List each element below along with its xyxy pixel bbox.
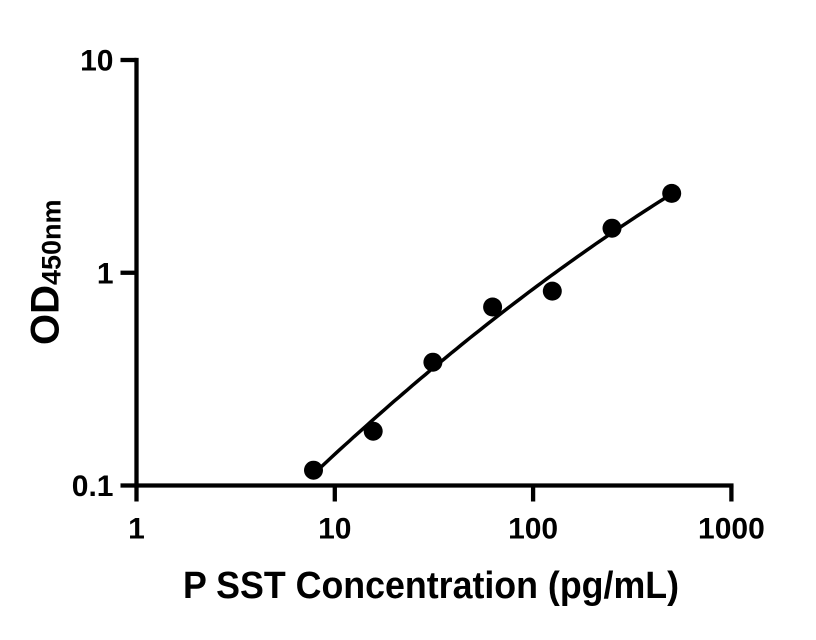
x-tick-label: 1000 — [698, 513, 765, 546]
x-tick-label: 10 — [318, 513, 351, 546]
data-point — [423, 352, 443, 372]
data-point — [602, 218, 622, 238]
axes: 1 10 100 1000 10 1 0.1 — [72, 45, 765, 546]
y-tick-label: 1 — [97, 257, 114, 290]
y-tick-label: 0.1 — [72, 470, 114, 503]
data-point — [363, 421, 383, 441]
data-points-group — [304, 183, 682, 480]
y-axis-title-main: OD — [24, 285, 68, 345]
y-tick-label: 10 — [80, 45, 113, 78]
x-axis-title: P SST Concentration (pg/mL) — [183, 565, 679, 607]
y-axis-title-sub: 450nm — [37, 199, 67, 285]
data-point — [662, 183, 682, 203]
y-axis-title: OD450nm — [24, 199, 68, 345]
x-tick-label: 1 — [128, 513, 145, 546]
x-tick-label: 100 — [508, 513, 558, 546]
data-point — [483, 297, 503, 317]
data-point — [542, 281, 562, 301]
data-point — [304, 460, 323, 480]
